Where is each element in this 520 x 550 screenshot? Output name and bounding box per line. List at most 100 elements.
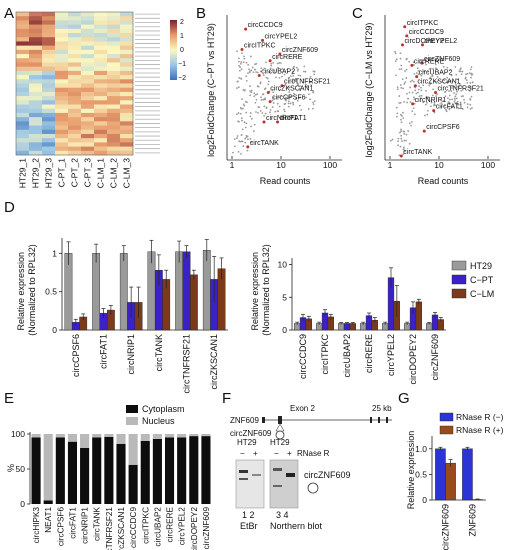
heatmap-cell [16,58,30,63]
etbr-gel [235,459,265,509]
lane-1-minus: − [240,449,245,458]
scatter-point [412,61,415,64]
scatter-point [234,145,236,148]
scatter-point [256,93,259,96]
point-label: circZNF609 [424,56,460,63]
heatmap-cell [42,142,56,147]
scatter-point [394,52,397,55]
scale-tick-1: 1 [180,33,184,40]
scatter-point [283,73,286,76]
heatmap-cell [55,62,69,67]
heatmap-cell [55,16,69,21]
heatmap-cell [42,150,56,156]
scatter-point [311,107,314,110]
stacked-bar [128,434,138,465]
scatter-point [260,96,263,99]
rnase-r-label: RNase R [297,449,330,458]
scatter-point [407,97,409,100]
scatter-point [402,111,404,114]
circ-gene-label: circZNF609 [230,429,272,438]
x-tick-label: 1 [388,160,393,170]
heatmap-cell [68,79,82,84]
heatmap-cell [55,142,69,147]
scatter-point [237,112,240,114]
northern-caption: Northern blot [270,521,323,531]
scatter-b-points [231,50,316,155]
scatter-point [304,85,307,88]
heatmap-cell [29,125,43,131]
highlight-point [410,63,414,67]
heatmap-cell [16,41,30,46]
northern-panel: ZNF609 circZNF609 Exon 2 25 kb HT29 HT29… [230,404,392,531]
scatter-point [260,98,263,101]
scatter-point [253,92,256,95]
y-tick-label: 50 [16,464,26,474]
heatmap-cell [107,121,121,126]
scatter-point [255,98,258,101]
heatmap-cell [120,91,134,97]
heatmap-cell [29,37,43,42]
heatmap-cell [55,91,69,97]
highlight-point [415,75,419,79]
scatter-point [406,92,408,95]
bar [415,301,422,331]
point-label: circCCDC9 [409,29,444,36]
heatmap-cell [81,24,95,30]
scatter-point [401,115,403,117]
heatmap-cell [120,49,134,55]
scatter-point [401,78,404,81]
heatmap-cell [120,28,134,34]
heatmap-cell [81,91,95,97]
scatter-point [245,122,248,125]
heatmap-cell [94,16,108,21]
scatter-point [463,101,466,104]
heatmap-cell [42,54,56,59]
heatmap-cell [120,54,134,59]
scatter-point [453,97,456,100]
heatmap-cell [68,100,82,105]
category-label: circNRIP1 [81,507,90,544]
scatter-point [307,86,310,88]
heatmap-cell [29,108,43,114]
heatmap-cell [107,87,121,93]
highlight-point [268,100,272,104]
highlight-point [434,91,438,95]
scatter-point [239,106,242,109]
legend-swatch [451,274,467,285]
heatmap-cell [120,100,134,105]
stacked-bar [104,434,114,437]
scatter-point [440,99,443,102]
highlight-point [399,154,403,158]
scatter-point [247,72,249,75]
heatmap-cell [16,20,30,25]
legend-label: C−LM [470,289,494,299]
scatter-point [425,89,427,92]
bar [175,251,184,331]
scatter-point [425,63,428,66]
scatter-point [297,74,300,77]
heatmap-cell [94,75,108,80]
heatmap-cell [81,12,95,17]
point-label: circRERE [272,54,303,61]
heatmap-cell [55,146,69,152]
scatter-point [395,106,398,109]
scatter-point [289,95,292,98]
scatter-point [420,94,423,97]
bar-d-right-chart: 0 5 10 circCCDC9 circITPKC circUBAP2 circRERE c… [278,258,446,385]
heatmap-cell [68,125,82,131]
scatter-point [299,74,302,77]
scatter-point [431,94,434,97]
heatmap-cell [68,121,82,126]
scatter-point [400,134,403,137]
scatter-point [399,113,402,116]
heatmap-cell [29,150,43,156]
scatter-point [291,72,294,75]
scatter-point [295,78,298,81]
scatter-point [426,70,429,73]
heatmap-cell [81,108,95,114]
scale-bar-label: 25 kb [372,404,392,413]
scatter-point [403,101,405,103]
heatmap-cell [29,20,43,25]
stacked-bar [152,434,162,439]
scatter-point [389,139,392,142]
